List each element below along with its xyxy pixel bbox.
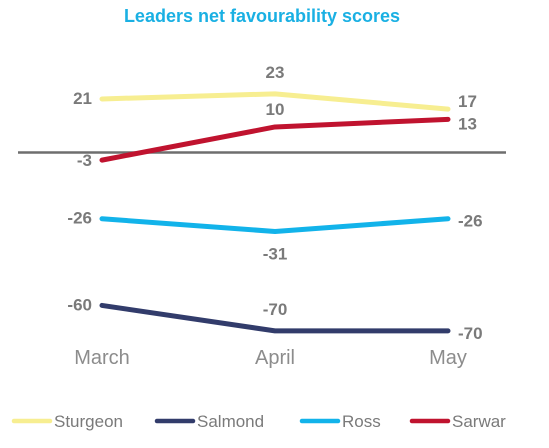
legend-label-sarwar: Sarwar	[452, 412, 506, 431]
chart-title: Leaders net favourability scores	[124, 6, 400, 26]
series-line-ross	[99, 216, 451, 234]
series-line-sturgeon	[99, 91, 451, 112]
data-label-salmond-march: -60	[67, 295, 92, 314]
legend-label-ross: Ross	[342, 412, 381, 431]
x-tick-label-may: May	[429, 347, 467, 369]
x-tick-label-april: April	[255, 347, 295, 369]
data-label-ross-april: -31	[263, 244, 288, 263]
legend-label-sturgeon: Sturgeon	[54, 412, 123, 431]
data-label-sarwar-may: 13	[458, 114, 477, 133]
data-label-ross-may: -26	[458, 212, 483, 231]
plot-area: 21 23 17 -60 -70 -70 -26 -31 -26 -3 10 13 March April…	[18, 63, 506, 369]
data-label-sarwar-march: -3	[77, 151, 92, 170]
series-line-salmond	[99, 302, 451, 334]
data-label-salmond-april: -70	[263, 300, 288, 319]
data-label-sturgeon-april: 23	[266, 63, 285, 82]
legend: Sturgeon Salmond Ross Sarwar	[11, 412, 506, 431]
legend-label-salmond: Salmond	[197, 412, 264, 431]
data-label-sturgeon-march: 21	[73, 89, 92, 108]
data-label-sarwar-april: 10	[266, 100, 285, 119]
data-label-sturgeon-may: 17	[458, 92, 477, 111]
data-label-ross-march: -26	[67, 209, 92, 228]
x-tick-label-march: March	[74, 347, 130, 369]
data-label-salmond-may: -70	[458, 324, 483, 343]
series-line-sarwar	[99, 116, 451, 163]
